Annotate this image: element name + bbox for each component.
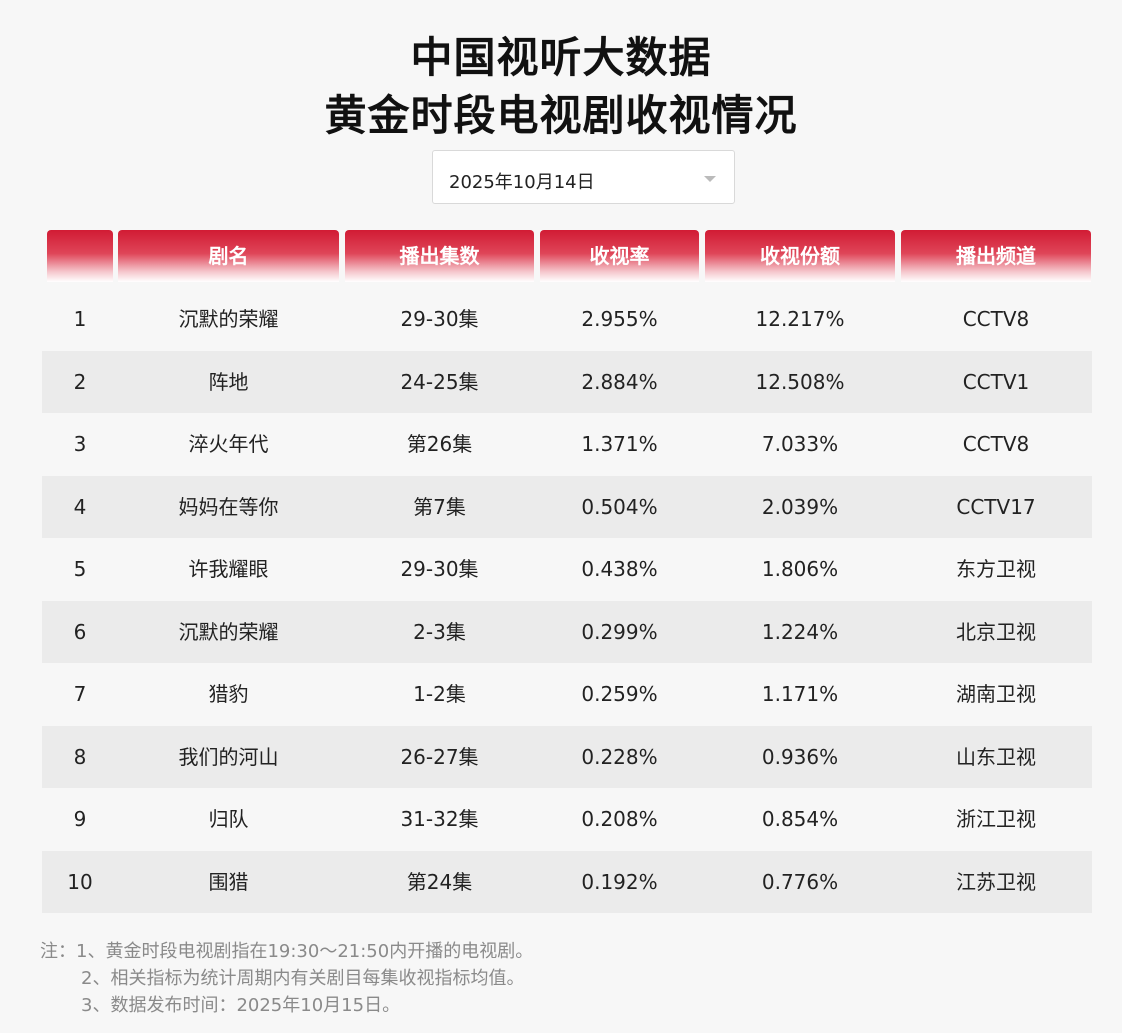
cell-episodes: 第26集	[406, 432, 473, 456]
cell-share: 1.806%	[761, 557, 839, 581]
table-row: 6 沉默的荣耀 2-3集 0.299% 1.224% 北京卫视	[42, 601, 1092, 663]
cell-drama-name: 猎豹	[208, 682, 249, 706]
cell-share: 0.936%	[761, 745, 839, 769]
cell-drama-name: 沉默的荣耀	[178, 620, 279, 644]
cell-drama-name: 许我耀眼	[188, 557, 269, 581]
cell-share: 1.171%	[761, 682, 839, 706]
cell-episodes: 第24集	[406, 870, 473, 894]
cell-rank: 8	[73, 745, 87, 769]
cell-share: 0.776%	[761, 870, 839, 894]
cell-rating: 1.371%	[581, 432, 658, 456]
cell-rating: 0.504%	[581, 495, 658, 519]
header-share: 收视份额	[705, 230, 895, 282]
date-select-value: 2025年10月14日	[449, 172, 595, 193]
cell-drama-name: 我们的河山	[178, 745, 279, 769]
cell-episodes: 24-25集	[400, 370, 479, 394]
cell-rank: 5	[73, 557, 87, 581]
table-header: 剧名 播出集数 收视率 收视份额 播出频道	[0, 230, 1122, 286]
cell-channel: 北京卫视	[956, 620, 1036, 644]
cell-episodes: 2-3集	[413, 620, 466, 644]
date-select[interactable]: 2025年10月14日	[432, 150, 735, 204]
cell-channel: CCTV8	[962, 432, 1030, 456]
cell-rating: 2.884%	[581, 370, 658, 394]
cell-rank: 9	[73, 807, 87, 831]
cell-rank: 2	[73, 370, 87, 394]
cell-episodes: 26-27集	[400, 745, 479, 769]
cell-share: 12.217%	[755, 307, 845, 331]
cell-drama-name: 围猎	[208, 870, 249, 894]
table-row: 3 淬火年代 第26集 1.371% 7.033% CCTV8	[42, 413, 1092, 475]
footnote-2: 2、相关指标为统计周期内有关剧目每集收视指标均值。	[81, 968, 525, 989]
table-row: 9 归队 31-32集 0.208% 0.854% 浙江卫视	[42, 788, 1092, 850]
cell-drama-name: 阵地	[208, 370, 249, 394]
cell-rating: 0.438%	[581, 557, 658, 581]
cell-share: 7.033%	[761, 432, 839, 456]
header-rank	[47, 230, 113, 282]
cell-rank: 3	[73, 432, 87, 456]
cell-channel: 湖南卫视	[956, 682, 1036, 706]
cell-channel: CCTV8	[962, 307, 1030, 331]
footnotes: 注：1、黄金时段电视剧指在19:30～21:50内开播的电视剧。 2、相关指标为…	[40, 938, 533, 1019]
cell-rating: 0.228%	[581, 745, 658, 769]
page-title: 中国视听大数据	[410, 33, 712, 82]
cell-channel: CCTV17	[956, 495, 1036, 519]
cell-rating: 0.259%	[581, 682, 658, 706]
cell-episodes: 第7集	[413, 495, 466, 519]
cell-drama-name: 妈妈在等你	[178, 495, 279, 519]
cell-drama-name: 沉默的荣耀	[178, 307, 279, 331]
header-episodes: 播出集数	[345, 230, 534, 282]
cell-share: 1.224%	[761, 620, 839, 644]
cell-rank: 6	[73, 620, 87, 644]
cell-rank: 1	[73, 307, 87, 331]
cell-share: 12.508%	[755, 370, 845, 394]
cell-channel: 东方卫视	[956, 557, 1036, 581]
cell-rank: 4	[73, 495, 87, 519]
cell-rating: 2.955%	[581, 307, 658, 331]
cell-drama-name: 归队	[208, 807, 249, 831]
page-subtitle: 黄金时段电视剧收视情况	[324, 91, 798, 140]
cell-rating: 0.208%	[581, 807, 658, 831]
cell-episodes: 1-2集	[413, 682, 466, 706]
header-rating: 收视率	[540, 230, 699, 282]
cell-share: 0.854%	[761, 807, 839, 831]
cell-channel: 浙江卫视	[956, 807, 1036, 831]
cell-channel: CCTV1	[962, 370, 1030, 394]
table-row: 4 妈妈在等你 第7集 0.504% 2.039% CCTV17	[42, 476, 1092, 538]
cell-channel: 山东卫视	[956, 745, 1036, 769]
table-row: 8 我们的河山 26-27集 0.228% 0.936% 山东卫视	[42, 726, 1092, 788]
chevron-down-icon[interactable]	[704, 176, 716, 182]
table-row: 7 猎豹 1-2集 0.259% 1.171% 湖南卫视	[42, 663, 1092, 725]
cell-episodes: 29-30集	[400, 557, 479, 581]
cell-rank: 7	[73, 682, 87, 706]
cell-rating: 0.192%	[581, 870, 658, 894]
header-channel: 播出频道	[901, 230, 1091, 282]
cell-episodes: 29-30集	[400, 307, 479, 331]
footnote-1: 注：1、黄金时段电视剧指在19:30～21:50内开播的电视剧。	[40, 941, 534, 962]
table-row: 5 许我耀眼 29-30集 0.438% 1.806% 东方卫视	[42, 538, 1092, 600]
cell-drama-name: 淬火年代	[188, 432, 269, 456]
table-row: 10 围猎 第24集 0.192% 0.776% 江苏卫视	[42, 851, 1092, 913]
cell-rank: 10	[67, 870, 93, 894]
table-row: 1 沉默的荣耀 29-30集 2.955% 12.217% CCTV8	[42, 288, 1092, 350]
cell-share: 2.039%	[761, 495, 839, 519]
cell-channel: 江苏卫视	[956, 870, 1036, 894]
header-drama-name: 剧名	[118, 230, 339, 282]
table-row: 2 阵地 24-25集 2.884% 12.508% CCTV1	[42, 351, 1092, 413]
footnote-3: 3、数据发布时间：2025年10月15日。	[81, 995, 401, 1016]
cell-rating: 0.299%	[581, 620, 658, 644]
cell-episodes: 31-32集	[400, 807, 479, 831]
